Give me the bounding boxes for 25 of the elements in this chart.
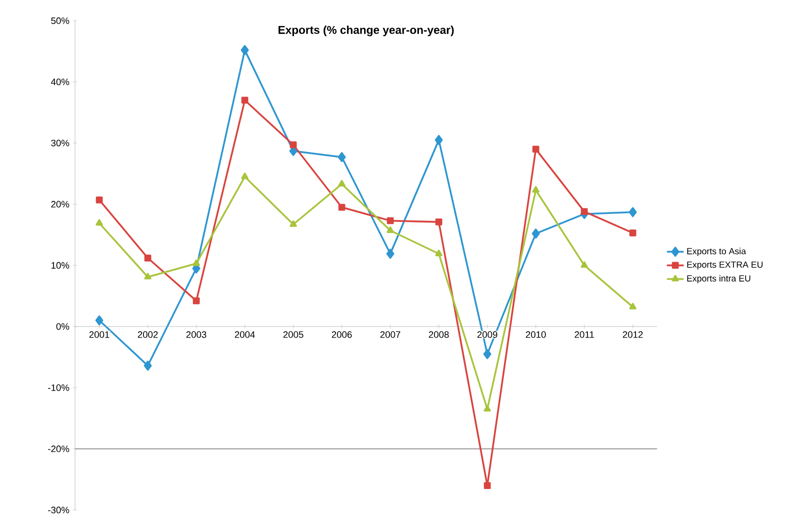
legend-label: Exports EXTRA EU — [687, 262, 763, 270]
x-tick-label: 2007 — [380, 331, 400, 338]
y-tick-label: 20% — [51, 200, 70, 208]
y-tick-label: 50% — [51, 17, 70, 24]
x-tick-label: 2001 — [89, 331, 110, 338]
y-tick-label: -20% — [48, 446, 70, 452]
legend-label: Exports to Asia — [687, 248, 746, 256]
chart-title: Exports (% change year-on-year) — [278, 26, 454, 36]
x-tick-label: 2011 — [574, 331, 594, 338]
y-tick-label: -30% — [48, 506, 70, 514]
x-tick-label: 2002 — [138, 331, 158, 338]
x-tick-label: 2010 — [526, 331, 546, 338]
y-tick-label: -10% — [48, 384, 70, 392]
x-tick-label: 2009 — [477, 331, 498, 338]
x-tick-label: 2004 — [234, 331, 255, 338]
x-tick-label: 2008 — [428, 331, 449, 338]
y-tick-label: 0% — [56, 323, 70, 330]
y-tick-label: 10% — [52, 262, 70, 269]
x-tick-label: 2003 — [186, 331, 206, 338]
legend-label: Exports intra EU — [687, 275, 750, 284]
x-tick-label: 2005 — [283, 331, 304, 338]
y-tick-label: 30% — [51, 140, 70, 146]
x-tick-label: 2012 — [622, 331, 643, 338]
x-tick-label: 2006 — [332, 331, 352, 338]
y-tick-label: 40% — [51, 78, 70, 86]
